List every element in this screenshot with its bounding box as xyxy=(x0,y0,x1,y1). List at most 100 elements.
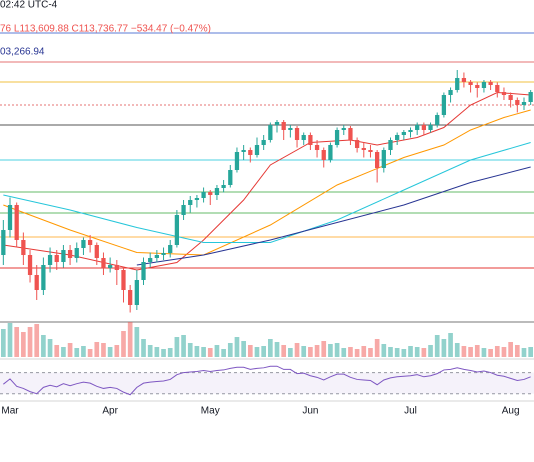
candle-body xyxy=(228,170,233,185)
volume-bar xyxy=(434,335,440,357)
volume-bar xyxy=(134,327,140,357)
candle-body xyxy=(401,132,406,135)
volume-bar xyxy=(368,348,373,357)
volume-bar xyxy=(334,343,340,357)
candle-body xyxy=(428,125,433,130)
volume-bar xyxy=(234,337,240,357)
candle-body xyxy=(501,92,507,95)
candle-body xyxy=(87,240,93,245)
candle-body xyxy=(27,255,33,275)
volume-bar xyxy=(421,348,427,357)
volume-bar xyxy=(288,348,293,357)
candle-body xyxy=(1,230,6,255)
candle-body xyxy=(141,262,146,280)
volume-bar xyxy=(428,345,433,357)
volume-bar xyxy=(281,345,287,357)
volume-bar xyxy=(314,345,320,357)
candle-body xyxy=(174,215,180,245)
rsi-band xyxy=(0,372,534,394)
candle-body xyxy=(7,205,13,230)
candle-body xyxy=(74,248,79,258)
candle-body xyxy=(475,85,480,88)
volume-bar xyxy=(181,335,186,357)
volume-bar xyxy=(374,339,380,357)
volume-bar xyxy=(174,337,180,357)
volume-bar xyxy=(34,324,40,357)
volume-bar xyxy=(87,349,93,357)
volume-pane xyxy=(1,322,533,357)
volume-bar xyxy=(221,349,226,357)
candle-body xyxy=(41,265,46,290)
volume-bar xyxy=(308,347,313,357)
volume-bar xyxy=(381,344,387,357)
candle-body xyxy=(288,128,293,130)
volume-bar xyxy=(187,343,193,357)
volume-bar xyxy=(461,346,467,357)
moving-average xyxy=(136,166,531,266)
x-tick-label: Mar xyxy=(1,406,19,417)
candle-body xyxy=(241,150,246,152)
candle-body xyxy=(274,122,280,125)
rsi-line xyxy=(3,365,531,396)
volume-bar xyxy=(227,343,233,357)
volume-bar xyxy=(41,335,46,357)
volume-bar xyxy=(321,341,327,357)
volume-bar xyxy=(474,345,480,357)
volume-bar xyxy=(14,327,20,357)
volume-bar xyxy=(194,346,200,357)
volume-bar xyxy=(7,323,13,357)
volume-bar xyxy=(468,347,473,357)
candle-body xyxy=(54,255,59,262)
volume-bar xyxy=(388,347,393,357)
candle-body xyxy=(334,130,340,145)
candle-body xyxy=(455,78,460,90)
volume-bar xyxy=(247,345,253,357)
candle-body xyxy=(208,192,213,195)
volume-bar xyxy=(401,349,407,357)
volume-bar xyxy=(514,345,520,357)
candle-body xyxy=(67,250,73,258)
moving-average xyxy=(3,142,531,243)
moving-average xyxy=(3,109,531,256)
candle-body xyxy=(181,205,186,215)
volume-bar xyxy=(67,343,73,357)
candle-body xyxy=(81,240,86,248)
volume-bar xyxy=(501,347,507,357)
candle-body xyxy=(508,95,513,100)
volume-bar xyxy=(261,346,266,357)
candle-body xyxy=(354,140,360,148)
candle-body xyxy=(101,258,106,268)
volume-bar xyxy=(241,341,246,357)
volume-bar xyxy=(481,348,487,357)
candle-body xyxy=(248,150,253,155)
volume-bar xyxy=(441,339,447,357)
candle-body xyxy=(121,270,126,290)
candle-body xyxy=(61,250,66,262)
volume-bar xyxy=(328,344,333,357)
volume-bar xyxy=(448,333,453,357)
x-axis: Mar Apr May Jun Jul Aug xyxy=(1,406,519,417)
candle-body xyxy=(421,125,426,130)
candle-body xyxy=(234,152,240,170)
candle-body xyxy=(108,265,113,268)
candle-body xyxy=(268,125,273,140)
header-ma: 03,266.94 xyxy=(0,47,45,58)
candle-body xyxy=(21,240,26,255)
candles xyxy=(1,70,533,313)
candle-body xyxy=(301,135,306,140)
volume-bar xyxy=(61,347,66,357)
candle-body xyxy=(128,290,133,305)
header-ohlc: 76 L113,609.88 C113,736.77 −534.47 (−0.4… xyxy=(0,24,211,35)
candle-body xyxy=(34,275,39,290)
candle-body xyxy=(321,150,326,160)
candle-body xyxy=(515,100,520,105)
x-tick-label: Apr xyxy=(102,406,118,417)
volume-bar xyxy=(454,343,460,357)
candle-body xyxy=(368,150,373,152)
volume-bar xyxy=(167,348,173,357)
candle-body xyxy=(221,185,226,188)
volume-bar xyxy=(74,348,80,357)
candle-body xyxy=(435,115,440,125)
